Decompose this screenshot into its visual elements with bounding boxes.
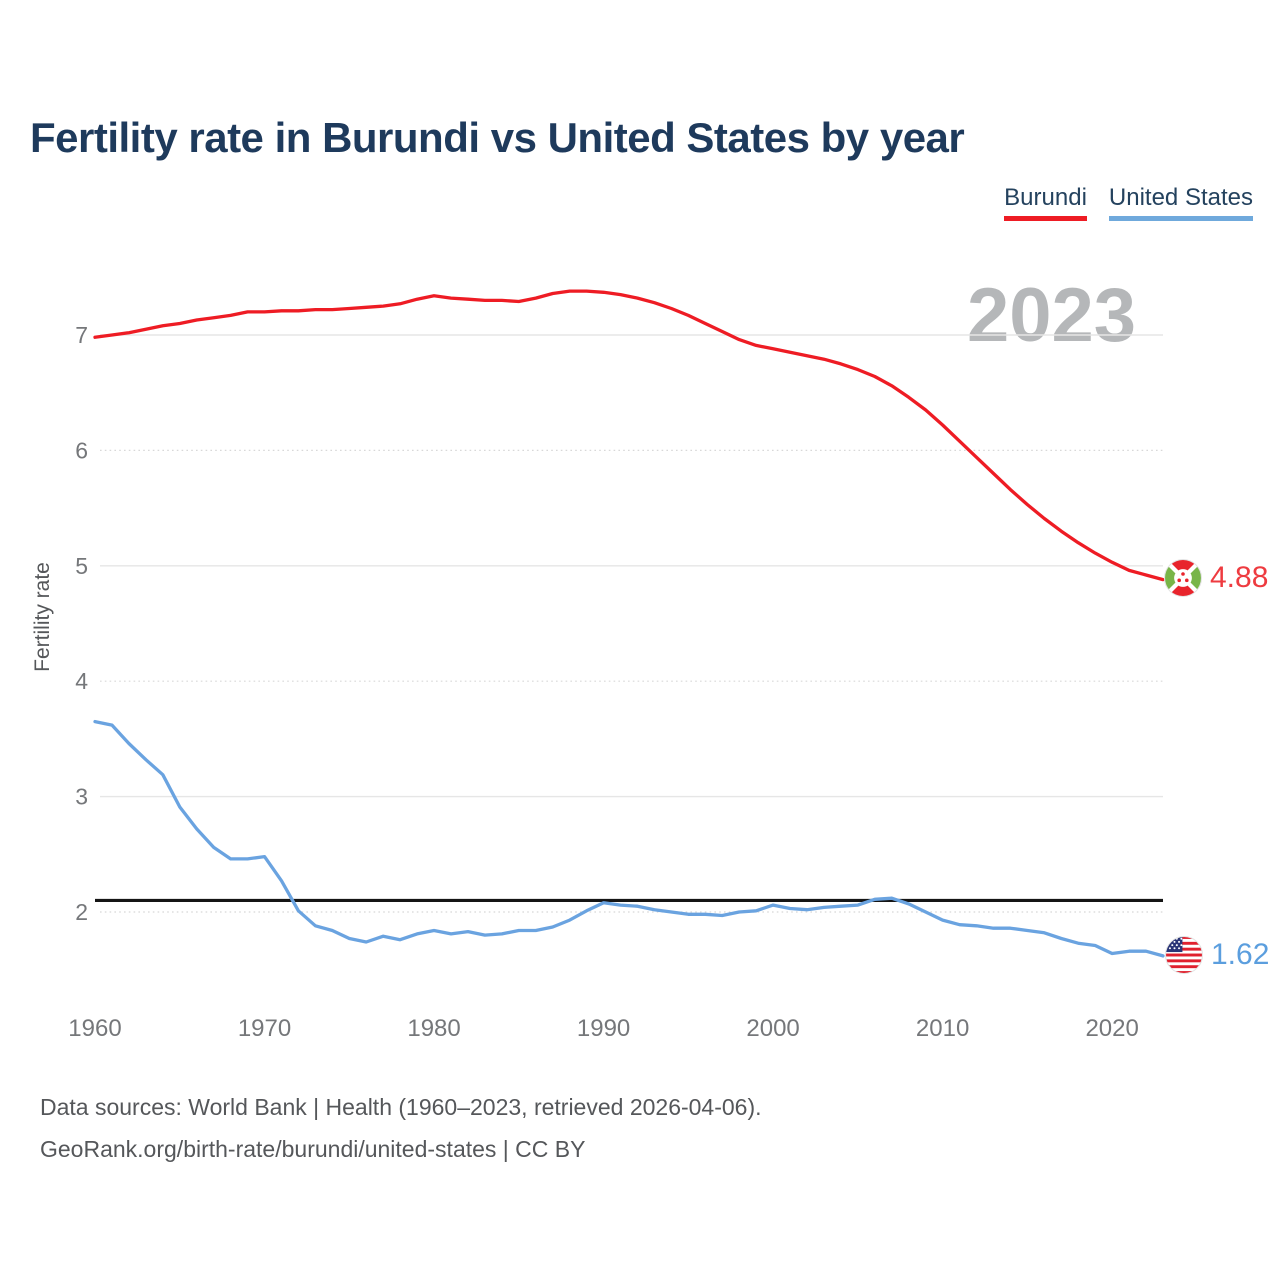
watermark-year: 2023 [967,273,1137,358]
y-tick-label-6: 6 [75,437,88,463]
page-title: Fertility rate in Burundi vs United Stat… [30,114,965,161]
x-tick-label-1960: 1960 [68,1015,121,1042]
y-tick-label-4: 4 [75,668,88,694]
series-line-burundi[interactable] [93,289,1165,582]
x-tick-label-2010: 2010 [916,1015,969,1042]
chart-legend: Burundi United States [1004,184,1253,221]
x-tick-label-2000: 2000 [746,1015,799,1042]
y-tick-label-5: 5 [75,553,88,579]
footer-sources-line: Data sources: World Bank | Health (1960–… [40,1094,762,1120]
footer-attribution-line: GeoRank.org/birth-rate/burundi/united-st… [40,1136,586,1162]
burundi-endpoint: 4.88 [1164,559,1268,597]
footer: Data sources: World Bank | Health (1960–… [40,1086,762,1170]
x-tick-label-1980: 1980 [407,1015,460,1042]
us-flag-icon [1165,936,1203,974]
us-end-value: 1.62 [1211,938,1270,971]
burundi-end-value: 4.88 [1210,561,1269,594]
x-tick-label-2020: 2020 [1085,1015,1138,1042]
y-tick-label-7: 7 [75,322,88,348]
x-tick-label-1970: 1970 [238,1015,291,1042]
x-tick-label-1990: 1990 [577,1015,630,1042]
us-endpoint: 1.62 [1165,936,1269,974]
burundi-flag-icon [1164,559,1202,597]
y-tick-label-2: 2 [75,899,88,925]
series-line-united-states[interactable] [93,719,1165,958]
y-tick-label-3: 3 [75,784,88,810]
legend-item-united-states[interactable]: United States [1108,184,1253,221]
legend-item-burundi[interactable]: Burundi [1004,184,1087,221]
